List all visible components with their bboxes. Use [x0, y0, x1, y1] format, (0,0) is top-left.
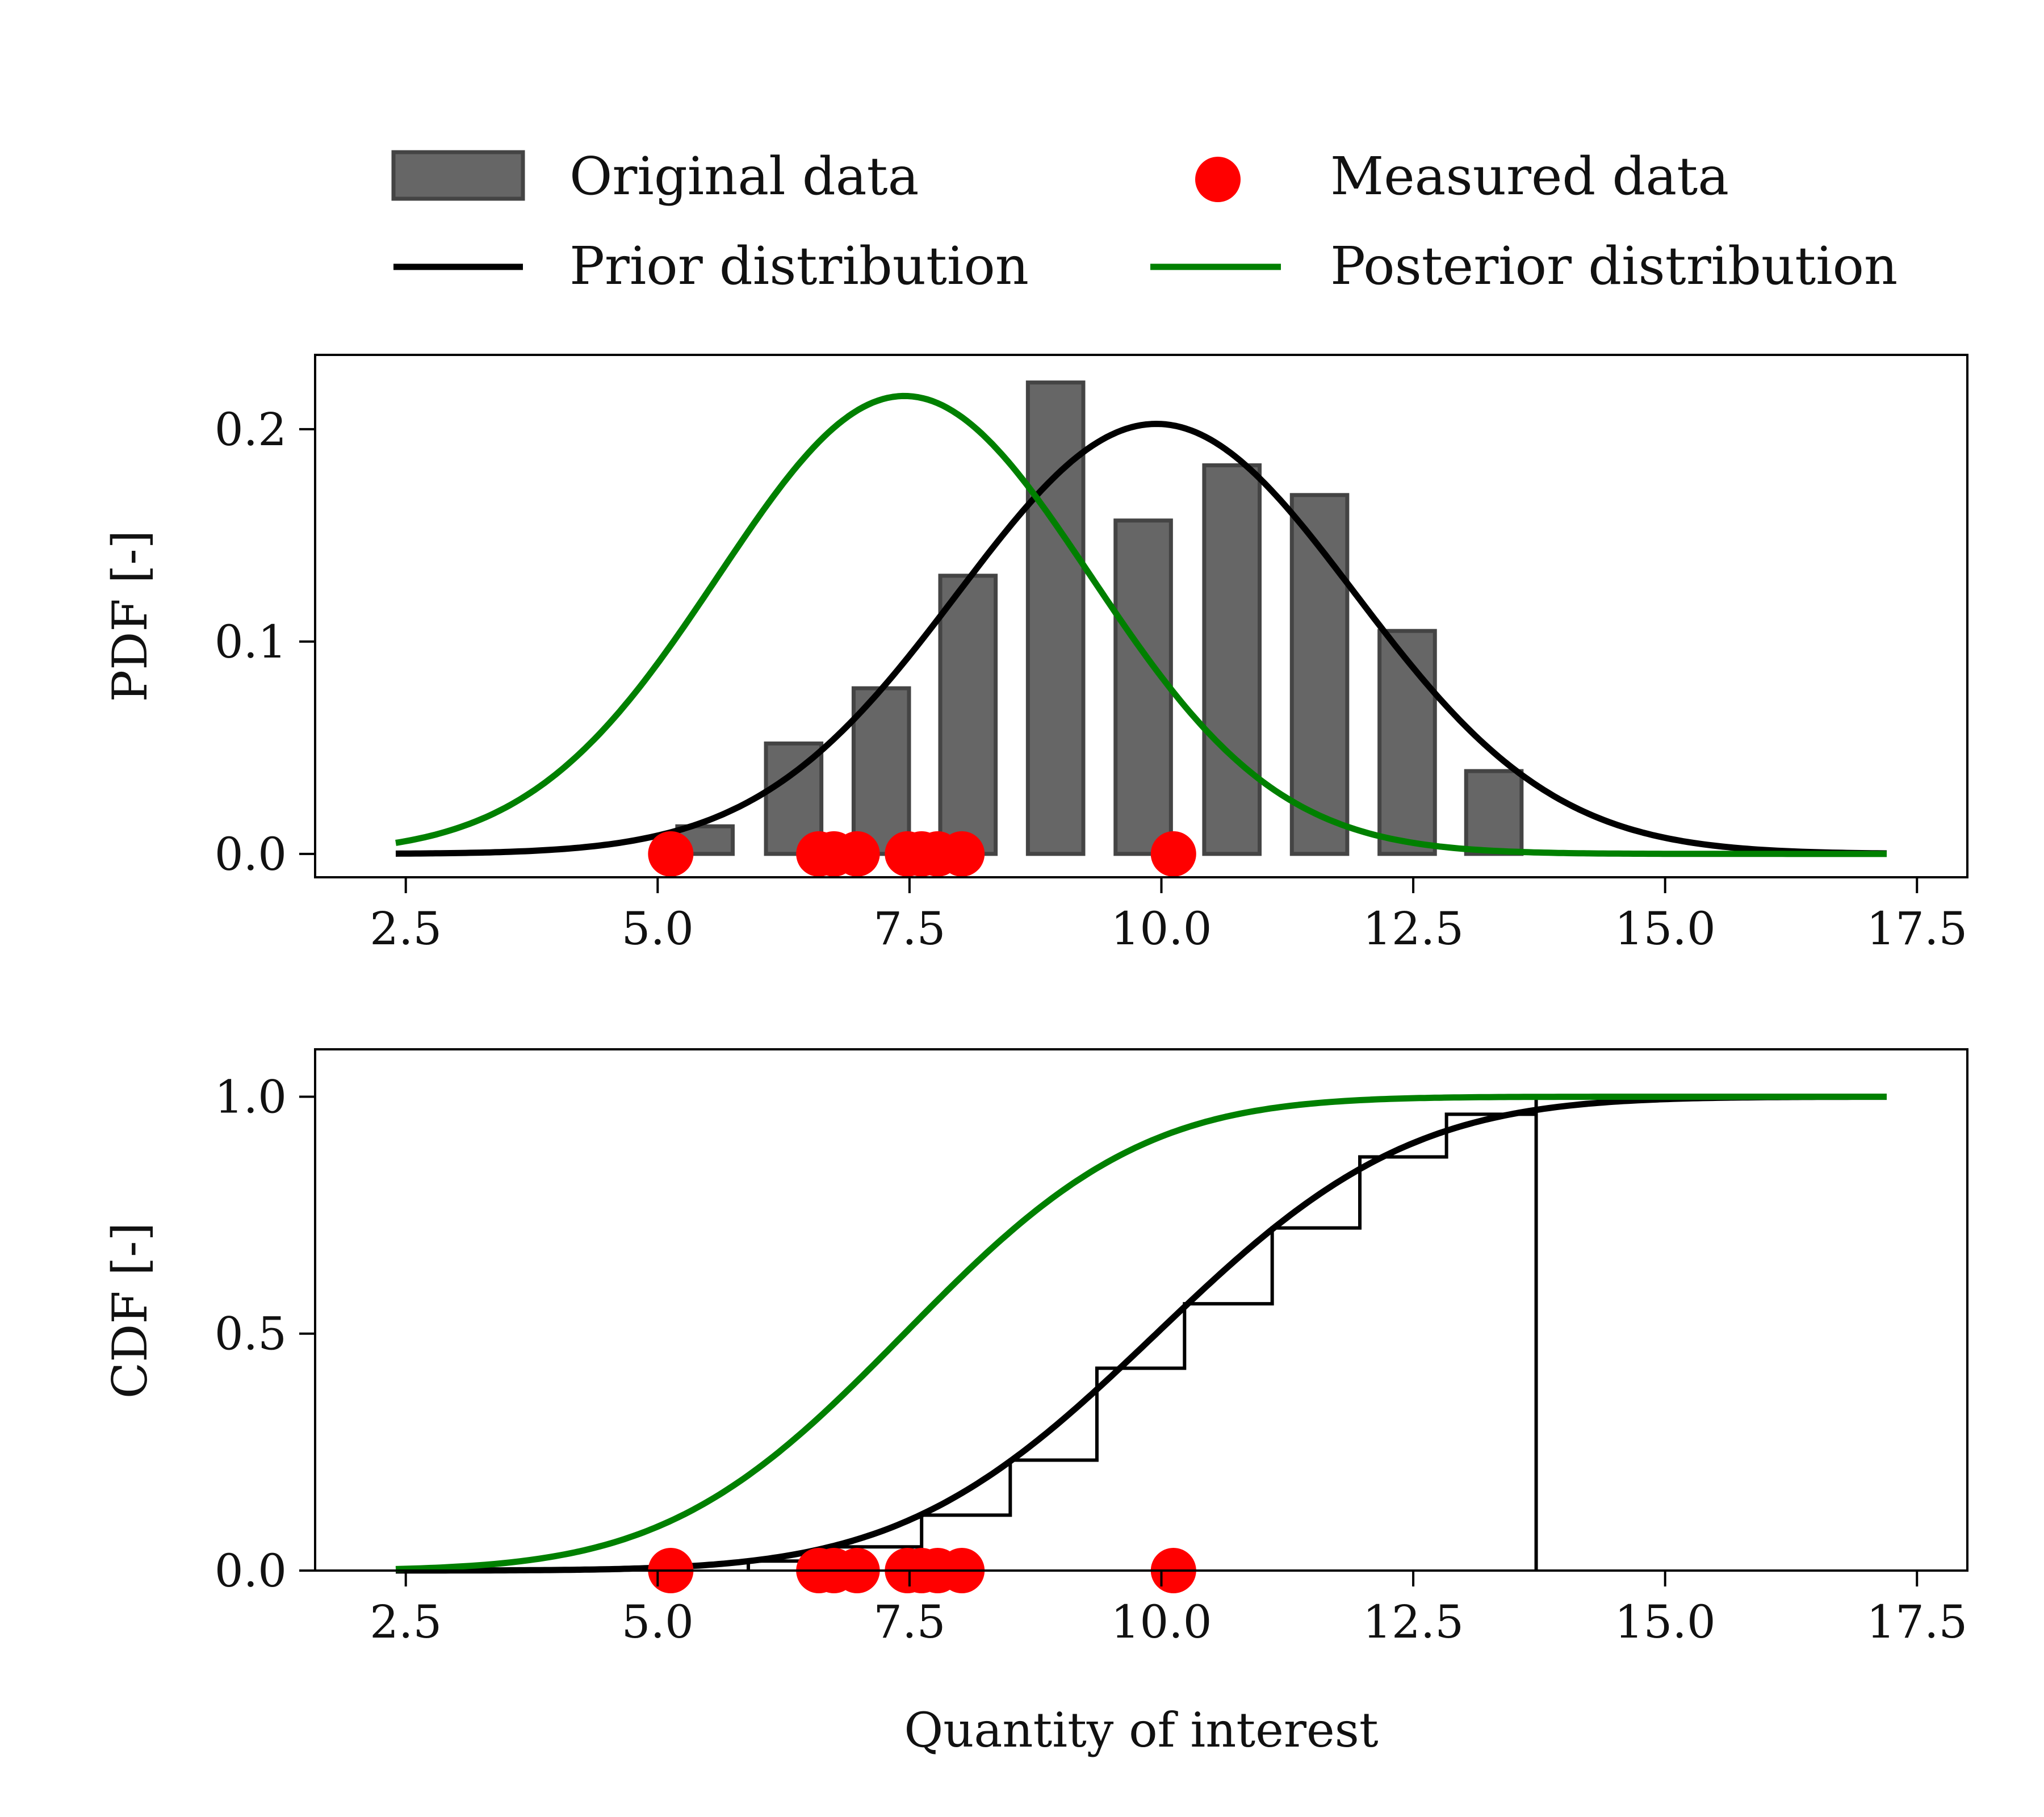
legend-label-measured-data: Measured data — [1330, 146, 1729, 207]
cdf-panel: 2.5 5.0 7.5 10.0 12.5 15.0 17.5 0.0 0.5 1.0 CDF … — [102, 1048, 1968, 1758]
histogram-bar — [938, 573, 998, 856]
x-tick-label: 2.5 — [370, 1596, 442, 1648]
measured-data-point — [1150, 831, 1196, 877]
cdf-y-axis: 0.0 0.5 1.0 — [215, 1070, 315, 1597]
cdf-y-axis-label: CDF [-] — [102, 1223, 158, 1399]
histogram-bar — [1289, 493, 1350, 856]
y-tick-label: 0.1 — [215, 616, 287, 668]
x-tick-label: 15.0 — [1615, 1596, 1716, 1648]
measured-data-point — [834, 831, 880, 877]
measured-data-point — [939, 831, 985, 877]
x-tick-label: 17.5 — [1866, 1596, 1967, 1648]
pdf-y-axis-label: PDF [-] — [102, 530, 158, 702]
measured-data-point — [648, 831, 694, 877]
pdf-plot-area — [395, 380, 1887, 877]
prior-curve — [395, 421, 1887, 857]
y-tick-label: 0.2 — [215, 403, 287, 456]
pdf-axes-frame — [314, 354, 1968, 878]
legend-label-original-data: Original data — [569, 146, 919, 207]
x-tick-label: 12.5 — [1363, 902, 1464, 955]
y-tick-label: 0.0 — [215, 1544, 287, 1597]
pdf-panel: 2.5 5.0 7.5 10.0 12.5 15.0 17.5 0.0 0.1 0.2 PDF … — [102, 354, 1968, 955]
histogram-bar — [851, 686, 911, 856]
legend-label-posterior-distribution: Posterior distribution — [1330, 236, 1898, 296]
prior-curve — [396, 1094, 1887, 1574]
legend-dot-swatch — [1195, 157, 1241, 202]
x-tick-label: 10.0 — [1111, 1596, 1212, 1648]
legend: Original data Measured data Prior distri… — [391, 146, 1898, 296]
pdf-y-axis: 0.0 0.1 0.2 — [215, 403, 315, 881]
y-tick-label: 0.0 — [215, 828, 287, 881]
histogram-bar — [1464, 769, 1524, 856]
cdf-axes-frame — [314, 1048, 1968, 1572]
x-axis-label: Quantity of interest — [904, 1702, 1378, 1758]
y-tick-label: 1.0 — [215, 1070, 287, 1123]
cdf-x-axis: 2.5 5.0 7.5 10.0 12.5 15.0 17.5 — [370, 1571, 1967, 1648]
y-tick-label: 0.5 — [215, 1308, 287, 1360]
x-tick-label: 15.0 — [1615, 902, 1716, 955]
x-tick-label: 2.5 — [370, 902, 442, 955]
legend-bar-swatch — [391, 150, 525, 201]
x-tick-label: 5.0 — [622, 902, 694, 955]
legend-label-prior-distribution: Prior distribution — [569, 236, 1029, 296]
x-tick-label: 5.0 — [622, 1596, 694, 1648]
x-tick-label: 7.5 — [873, 902, 945, 955]
posterior-curve — [395, 392, 1887, 857]
histogram-bar — [1202, 463, 1262, 856]
histogram-bar — [1025, 380, 1086, 856]
x-tick-label: 10.0 — [1111, 902, 1212, 955]
pdf-x-axis: 2.5 5.0 7.5 10.0 12.5 15.0 17.5 — [370, 877, 1967, 955]
posterior-curve — [395, 1094, 1887, 1572]
histogram-bar — [1113, 518, 1173, 856]
histogram-bar — [1377, 629, 1437, 856]
x-tick-label: 12.5 — [1363, 1596, 1464, 1648]
x-tick-label: 7.5 — [873, 1596, 945, 1648]
x-tick-label: 17.5 — [1866, 902, 1967, 955]
